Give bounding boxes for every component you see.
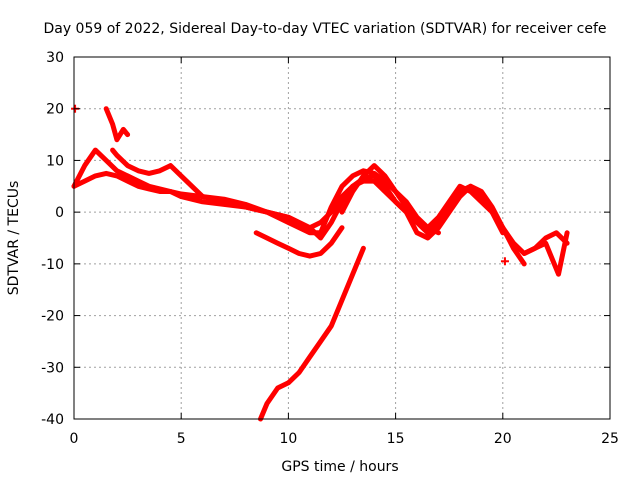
plot-frame: [73, 56, 611, 420]
outlier-point: [500, 257, 509, 266]
y-tick-label: 0: [55, 205, 64, 221]
x-tick-label: 25: [601, 431, 619, 447]
series-track-6: [253, 225, 345, 259]
y-axis-label: SDTVAR / TECUs: [6, 181, 22, 296]
y-tick-label: 20: [46, 102, 64, 118]
x-tick-label: 20: [494, 431, 512, 447]
grid: [74, 57, 610, 419]
x-tick-label: 5: [177, 431, 186, 447]
axis-ticks: 0 5 10 15 20 25 -40 -30 -20 -10 0 10 20 30: [41, 50, 619, 447]
y-tick-label: -30: [41, 360, 64, 376]
series-track-7: [258, 245, 366, 422]
y-tick-label: -40: [41, 412, 64, 428]
y-tick-label: 10: [46, 153, 64, 169]
y-tick-label: -20: [41, 309, 64, 325]
y-tick-label: 30: [46, 50, 64, 66]
series-layer: [71, 104, 570, 422]
series-track-2: [71, 147, 527, 267]
series-track-3: [110, 147, 506, 241]
x-tick-label: 0: [70, 431, 79, 447]
x-tick-label: 15: [387, 431, 405, 447]
series-track-5: [103, 106, 131, 143]
series-track-8: [521, 230, 570, 277]
chart-title: Day 059 of 2022, Sidereal Day-to-day VTE…: [43, 21, 606, 37]
x-axis-label: GPS time / hours: [281, 459, 398, 475]
x-tick-label: 10: [279, 431, 297, 447]
y-tick-label: -10: [41, 257, 64, 273]
